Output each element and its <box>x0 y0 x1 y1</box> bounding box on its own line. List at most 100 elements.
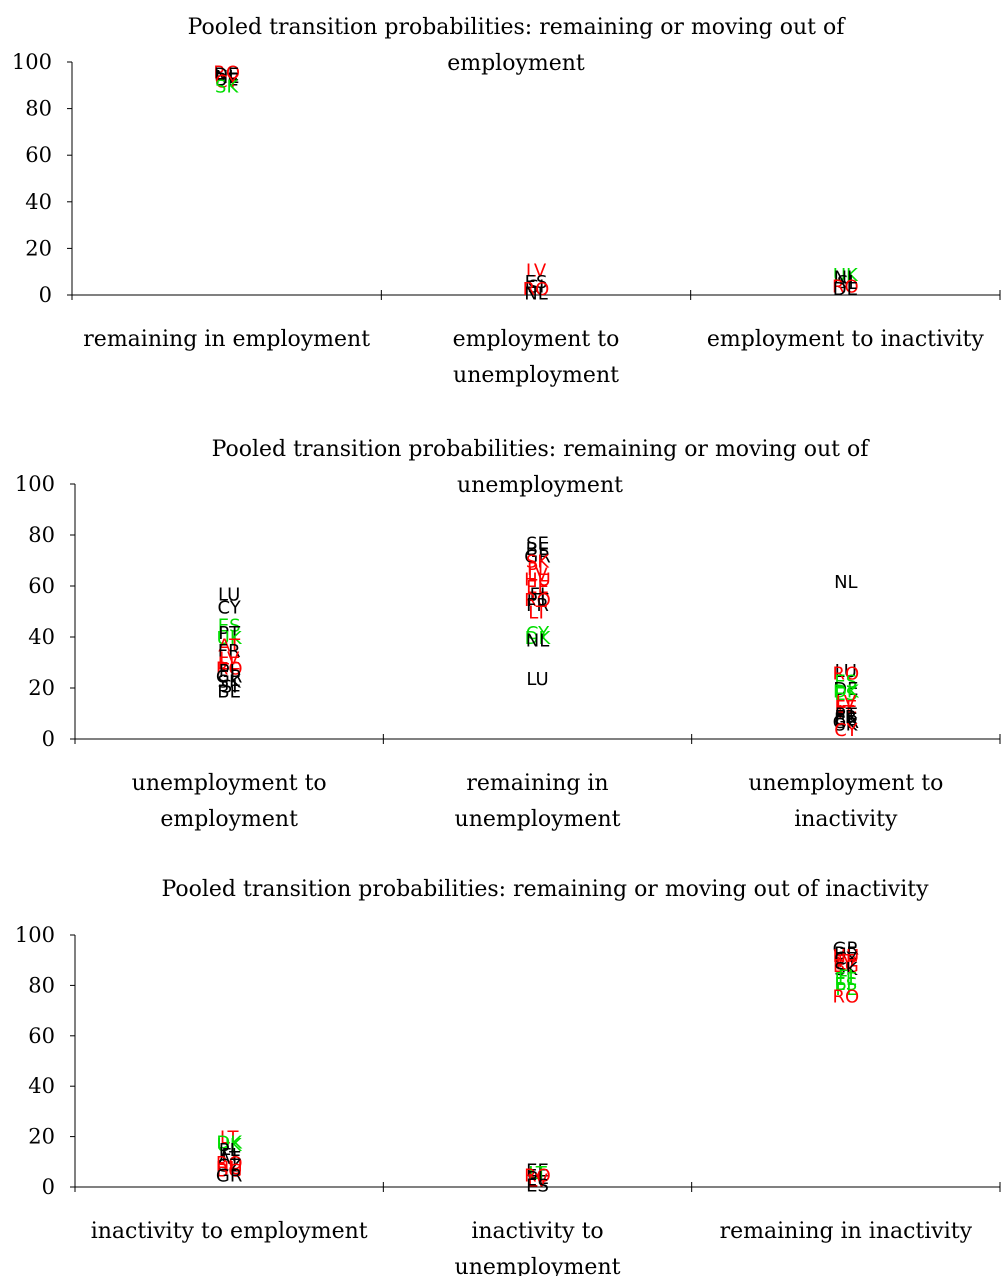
data-point-label: SK <box>834 959 858 980</box>
category-label: employment <box>160 807 298 832</box>
category-label: inactivity to <box>471 1219 603 1244</box>
data-point-label: RO <box>524 1165 551 1186</box>
chart-title: unemployment <box>457 473 623 498</box>
data-point-label: SI <box>221 676 238 697</box>
y-tick-label: 20 <box>28 676 55 700</box>
y-tick-label: 20 <box>25 236 52 260</box>
data-point-label: CY <box>834 949 858 970</box>
data-point-label: NL <box>524 284 548 305</box>
y-tick-label: 80 <box>28 523 55 547</box>
y-tick-label: 0 <box>39 283 52 307</box>
data-point-label: PL <box>835 979 856 1000</box>
data-point-label: FR <box>218 641 241 662</box>
data-point-label: LV <box>527 1170 548 1191</box>
data-point-label: DK <box>216 1133 243 1154</box>
data-point-label: CY <box>834 720 858 741</box>
data-point-label: BE <box>217 682 241 703</box>
data-point-label: EE <box>834 697 857 718</box>
data-point-label: UK <box>217 628 243 649</box>
y-tick-label: 80 <box>28 973 55 997</box>
data-point-label: LV <box>526 260 547 281</box>
y-tick-label: 80 <box>25 97 52 121</box>
data-point-label: FI <box>221 1145 237 1166</box>
data-point-label: DE <box>833 279 858 300</box>
data-point-label: BE <box>834 944 858 965</box>
category-label: inactivity <box>794 807 898 832</box>
y-tick-label: 40 <box>28 1074 55 1098</box>
data-point-label: GR <box>524 546 550 567</box>
data-point-label: GR <box>833 712 859 733</box>
data-point-label: HU <box>524 569 551 590</box>
data-point-label: BE <box>834 710 858 731</box>
data-point-label: BG <box>216 1160 242 1181</box>
data-point-label: CY <box>215 72 239 93</box>
data-point-label: BE <box>215 69 239 90</box>
data-point-label: SI <box>528 277 545 298</box>
data-point-label: PT <box>835 705 858 726</box>
data-point-label: FR <box>526 595 549 616</box>
data-point-label: HU <box>832 946 859 967</box>
data-point-label: NL <box>215 67 239 88</box>
data-point-label: RO <box>213 62 240 83</box>
data-point-label: NL <box>526 631 550 652</box>
y-tick-label: 100 <box>15 923 55 947</box>
chart-title: employment <box>447 51 585 76</box>
data-point-label: EE <box>526 577 549 598</box>
data-point-label: FR <box>834 707 857 728</box>
data-point-label: BG <box>833 956 859 977</box>
y-tick-label: 100 <box>15 472 55 496</box>
data-point-label: ES <box>834 671 857 692</box>
data-point-label: EE <box>218 654 241 675</box>
category-label: remaining in inactivity <box>720 1219 973 1244</box>
data-point-label: LT <box>528 1163 548 1184</box>
data-point-label: LU <box>526 669 548 690</box>
chart-title: Pooled transition probabilities: remaini… <box>212 437 871 462</box>
data-point-label: DK <box>833 682 860 703</box>
data-point-label: NL <box>834 572 858 593</box>
data-point-label: GR <box>216 666 242 687</box>
y-tick-label: 20 <box>28 1125 55 1149</box>
data-point-label: RO <box>832 664 859 685</box>
category-label: unemployment <box>455 807 621 832</box>
data-point-label: SK <box>215 76 239 97</box>
data-point-label: LV <box>836 954 857 975</box>
y-tick-label: 60 <box>28 574 55 598</box>
category-label: unemployment to <box>748 771 943 796</box>
data-point-label: LV <box>219 648 240 669</box>
data-point-label: PT <box>527 590 550 611</box>
data-point-label: DK <box>525 628 552 649</box>
y-tick-label: 40 <box>28 625 55 649</box>
data-point-label: GR <box>216 1165 242 1186</box>
data-point-label: LV <box>527 564 548 585</box>
y-tick-label: 40 <box>25 190 52 214</box>
data-point-label: BE <box>526 539 550 560</box>
data-point-label: PL <box>219 661 240 682</box>
data-point-label: LT <box>220 1128 240 1149</box>
category-label: inactivity to employment <box>91 1219 368 1244</box>
y-tick-label: 0 <box>42 1175 55 1199</box>
data-point-label: ES <box>834 974 857 995</box>
chart-title: Pooled transition probabilities: remaini… <box>161 877 929 902</box>
data-point-label: LU <box>835 661 857 682</box>
data-point-label: ES <box>525 272 548 293</box>
data-point-label: AT <box>218 1148 241 1169</box>
data-point-label: RO <box>832 277 859 298</box>
y-tick-label: 60 <box>28 1024 55 1048</box>
data-point-label: RO <box>216 1153 243 1174</box>
data-point-label: NL <box>834 267 858 288</box>
data-point-label: RO <box>832 986 859 1007</box>
data-point-label: CY <box>526 623 550 644</box>
data-point-label: LV <box>836 692 857 713</box>
category-label: remaining in employment <box>83 327 370 352</box>
data-point-label: CZ <box>217 1155 242 1176</box>
data-point-label: HU <box>216 1158 243 1179</box>
category-label: remaining in <box>466 771 608 796</box>
data-point-label: SI <box>837 272 854 293</box>
data-point-label: IT <box>838 951 855 972</box>
data-point-label: DE <box>833 679 858 700</box>
chart-title: Pooled transition probabilities: remaini… <box>188 15 847 40</box>
data-point-label: PL <box>219 1140 240 1161</box>
data-point-label: ES <box>218 615 241 636</box>
data-point-label: ES <box>526 1175 549 1196</box>
